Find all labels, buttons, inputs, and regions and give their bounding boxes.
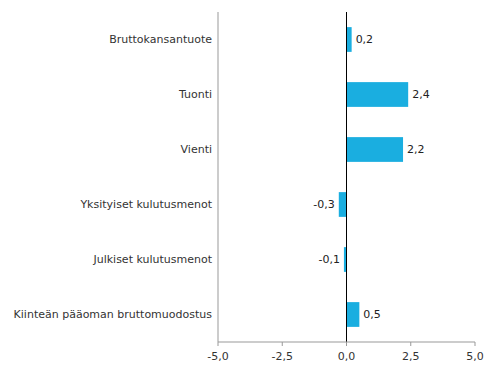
data-label: 0,2: [356, 33, 374, 46]
category-label: Yksityiset kulutusmenot: [79, 198, 212, 211]
x-tick-label: -5,0: [207, 350, 228, 363]
chart-svg: -5,0 -2,5 0,0 2,5 5,0 Kiinteän pääoman brutto…: [0, 0, 491, 378]
x-tick: [282, 342, 283, 346]
category-label: Bruttokansantuote: [109, 33, 212, 46]
x-tick-label: -2,5: [272, 350, 293, 363]
category-label: Tuonti: [178, 88, 212, 101]
bar: [347, 27, 352, 52]
x-tick-label: 5,0: [466, 350, 484, 363]
data-label: -0,1: [318, 253, 339, 266]
data-label: 0,5: [363, 308, 381, 321]
x-tick: [410, 342, 411, 346]
category-label: Julkiset kulutusmenot: [92, 253, 212, 266]
category-label: Vienti: [181, 143, 212, 156]
x-tick: [218, 342, 219, 346]
bar: [347, 302, 360, 327]
data-label: -0,3: [313, 198, 334, 211]
bar: [347, 82, 409, 107]
y-axis-line: [218, 12, 219, 342]
chart-container: -5,0 -2,5 0,0 2,5 5,0 Kiinteän pääoman brutto…: [0, 0, 491, 378]
zero-line: [346, 12, 347, 342]
x-tick-label: 2,5: [402, 350, 420, 363]
x-tick: [346, 342, 347, 346]
x-tick: [475, 342, 476, 346]
x-tick-label: 0,0: [338, 350, 356, 363]
data-label: 2,4: [412, 88, 430, 101]
bars: [339, 27, 408, 327]
bar: [347, 137, 404, 162]
category-label: Kiinteän pääoman bruttomuodostus: [14, 308, 213, 321]
data-label: 2,2: [407, 143, 425, 156]
bar: [339, 192, 347, 217]
